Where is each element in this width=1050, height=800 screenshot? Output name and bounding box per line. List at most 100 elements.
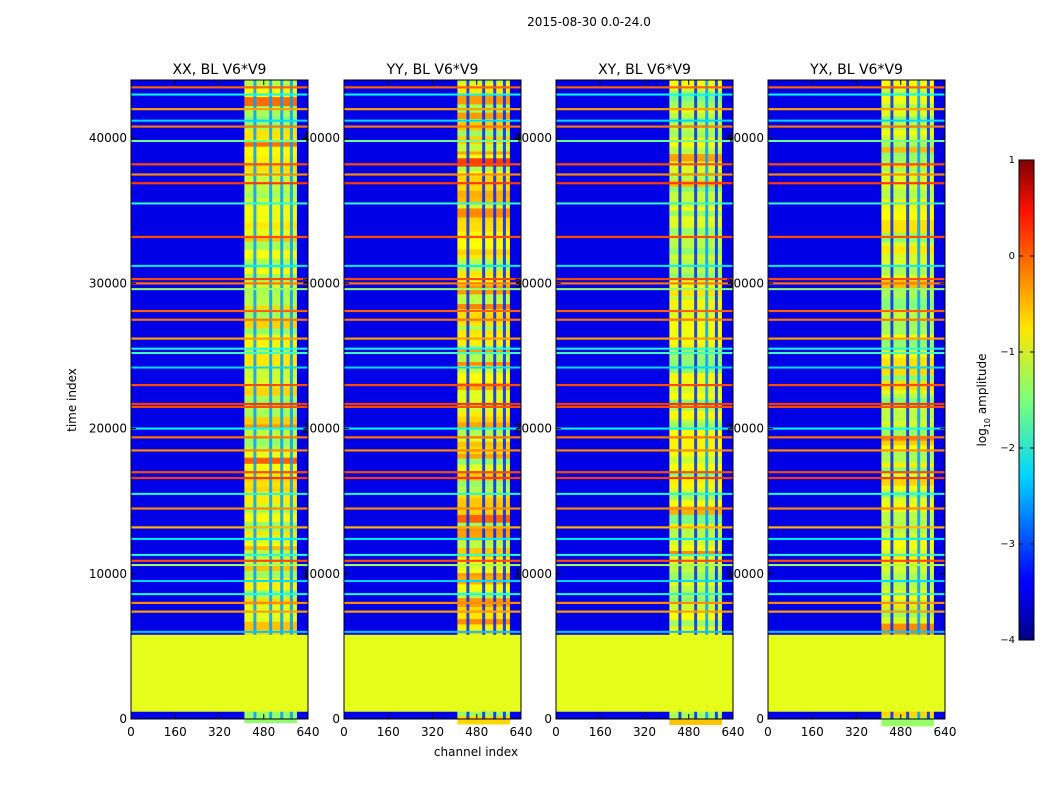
time-line-cyan bbox=[556, 288, 733, 291]
time-line-cyan bbox=[556, 630, 733, 633]
x-tick-label: 0 bbox=[552, 725, 560, 739]
panel-3: YX, BL V6*V9 0 160 320 480 640 0 10000 20000 3000… bbox=[726, 62, 957, 739]
x-tick-label: 0 bbox=[764, 725, 772, 739]
time-line-bright bbox=[131, 402, 308, 406]
time-line-bright bbox=[768, 182, 945, 185]
time-line-bright bbox=[131, 436, 308, 439]
time-line-cyan bbox=[768, 139, 945, 142]
x-tick-label: 160 bbox=[589, 725, 612, 739]
time-line-bright bbox=[131, 610, 308, 613]
time-line-cyan bbox=[344, 427, 521, 430]
time-line-cyan bbox=[556, 202, 733, 205]
time-line-bright bbox=[768, 405, 945, 408]
time-line-bright bbox=[768, 526, 945, 529]
time-line-cyan bbox=[131, 347, 308, 350]
time-line-cyan bbox=[768, 352, 945, 355]
time-line-bright bbox=[344, 337, 521, 340]
colorbar-tick-label: −4 bbox=[1000, 635, 1015, 646]
time-line-cyan bbox=[131, 202, 308, 205]
time-line-cyan bbox=[344, 630, 521, 633]
panel-1: YY, BL V6*V9 0 160 320 480 640 0 10000 20000 3000… bbox=[302, 62, 533, 739]
colorbar-gradient bbox=[1018, 159, 1035, 641]
rfi-band-gap bbox=[502, 80, 506, 719]
time-line-bright bbox=[344, 282, 521, 285]
time-line-bright bbox=[344, 125, 521, 128]
time-line-bright bbox=[131, 383, 308, 387]
time-line-bright bbox=[768, 559, 945, 562]
y-tick-label: 30000 bbox=[89, 276, 127, 290]
y-tick-label: 40000 bbox=[726, 131, 764, 145]
time-line-cyan bbox=[768, 537, 945, 540]
x-axis-label: channel index bbox=[434, 745, 518, 759]
time-line-bright bbox=[131, 601, 308, 605]
rfi-band-gap bbox=[705, 80, 709, 719]
time-line-cyan bbox=[556, 537, 733, 540]
rfi-band-gap bbox=[906, 80, 910, 719]
time-line-bright bbox=[556, 125, 733, 128]
time-line-bright bbox=[131, 405, 308, 408]
time-line-bright bbox=[556, 108, 733, 111]
y-tick-label: 30000 bbox=[302, 276, 340, 290]
panel-title: YY, BL V6*V9 bbox=[386, 62, 479, 78]
time-line-cyan bbox=[556, 119, 733, 122]
x-tick-label: 480 bbox=[677, 725, 700, 739]
x-tick-label: 320 bbox=[421, 725, 444, 739]
time-line-cyan bbox=[344, 564, 521, 567]
flagged-block bbox=[556, 634, 733, 712]
time-line-cyan bbox=[768, 630, 945, 633]
time-line-bright bbox=[768, 476, 945, 480]
y-tick-label: 10000 bbox=[726, 567, 764, 581]
time-line-bright bbox=[131, 163, 308, 166]
x-tick-label: 640 bbox=[722, 725, 745, 739]
x-tick-label: 640 bbox=[934, 725, 957, 739]
time-line-bright bbox=[556, 610, 733, 613]
colorbar-tick-label: −2 bbox=[1000, 443, 1015, 454]
colorbar-tick-label: −1 bbox=[1000, 347, 1015, 358]
time-line-bright bbox=[131, 318, 308, 321]
x-tick-label: 480 bbox=[465, 725, 488, 739]
colorbar-tick-label: 0 bbox=[1009, 251, 1015, 262]
panels: XX, BL V6*V9 0 160 320 480 640 0 10000 20000 3000… bbox=[89, 62, 957, 739]
time-line-bright bbox=[768, 610, 945, 613]
time-line-bright bbox=[344, 108, 521, 111]
time-line-cyan bbox=[344, 366, 521, 369]
time-line-cyan bbox=[344, 593, 521, 596]
y-tick-label: 40000 bbox=[89, 131, 127, 145]
time-line-bright bbox=[344, 309, 521, 313]
time-line-cyan bbox=[768, 93, 945, 96]
time-line-bright bbox=[131, 471, 308, 474]
rfi-band-gap bbox=[269, 80, 273, 719]
time-line-bright bbox=[768, 163, 945, 166]
time-line-cyan bbox=[768, 492, 945, 495]
time-line-bright bbox=[556, 476, 733, 480]
time-line-bright bbox=[556, 163, 733, 166]
time-line-bright bbox=[556, 235, 733, 239]
time-line-bright bbox=[768, 309, 945, 313]
rfi-band-gap bbox=[714, 80, 718, 719]
time-line-cyan bbox=[344, 580, 521, 583]
time-line-cyan bbox=[131, 288, 308, 291]
time-line-cyan bbox=[556, 492, 733, 495]
time-line-bright bbox=[556, 337, 733, 340]
time-line-cyan bbox=[131, 366, 308, 369]
y-axis-label: time index bbox=[65, 368, 79, 432]
rfi-band-gap bbox=[694, 80, 698, 719]
time-line-bright bbox=[556, 173, 733, 176]
time-line-cyan bbox=[556, 93, 733, 96]
panel-0: XX, BL V6*V9 0 160 320 480 640 0 10000 20000 3000… bbox=[89, 62, 320, 739]
rfi-band-gap bbox=[926, 80, 930, 719]
time-line-bright bbox=[344, 476, 521, 480]
time-line-bright bbox=[768, 402, 945, 406]
figure-title: 2015-08-30 0.0-24.0 bbox=[527, 15, 651, 29]
time-line-bright bbox=[131, 125, 308, 128]
time-line-bright bbox=[344, 610, 521, 613]
y-tick-label: 30000 bbox=[726, 276, 764, 290]
y-tick-label: 40000 bbox=[302, 131, 340, 145]
y-tick-label: 20000 bbox=[514, 422, 552, 436]
flagged-block bbox=[768, 634, 945, 712]
panel-title: XY, BL V6*V9 bbox=[598, 62, 691, 78]
time-line-cyan bbox=[768, 347, 945, 350]
panel-title: YX, BL V6*V9 bbox=[809, 62, 903, 78]
x-tick-label: 640 bbox=[510, 725, 533, 739]
time-line-bright bbox=[556, 507, 733, 510]
